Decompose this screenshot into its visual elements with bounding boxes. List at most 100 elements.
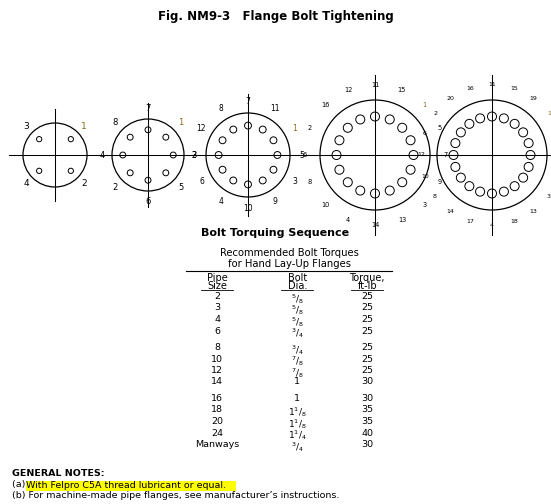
Text: 8: 8: [433, 194, 437, 199]
Text: 12: 12: [211, 366, 223, 375]
Text: 11: 11: [371, 82, 379, 88]
Text: 8: 8: [214, 343, 220, 352]
Text: 9: 9: [272, 197, 277, 206]
Text: 3: 3: [191, 151, 197, 159]
Text: 18: 18: [510, 219, 517, 224]
Text: 7: 7: [246, 97, 251, 106]
Text: 7: 7: [145, 104, 150, 113]
Text: 14: 14: [447, 210, 455, 215]
Text: $1^1/_8$: $1^1/_8$: [288, 417, 306, 431]
Text: 2: 2: [214, 292, 220, 301]
Text: 25: 25: [361, 366, 373, 375]
Text: 1: 1: [178, 118, 183, 127]
Text: 8: 8: [308, 179, 312, 185]
Text: 13: 13: [530, 210, 537, 215]
Text: 2: 2: [81, 179, 87, 188]
Text: 2: 2: [192, 151, 197, 159]
Text: $^7/_8$: $^7/_8$: [291, 366, 304, 380]
Text: 3: 3: [292, 177, 297, 186]
Text: Torque,: Torque,: [349, 273, 385, 283]
Text: ft-lb: ft-lb: [358, 281, 377, 291]
Text: 3: 3: [547, 194, 551, 199]
Text: Size: Size: [207, 281, 227, 291]
Text: 10: 10: [211, 354, 223, 363]
Text: 1: 1: [294, 394, 300, 403]
Text: 3: 3: [23, 121, 29, 131]
Text: 25: 25: [361, 354, 373, 363]
Text: 4: 4: [219, 197, 224, 206]
Text: $^3/_4$: $^3/_4$: [291, 343, 304, 357]
Text: Pipe: Pipe: [207, 273, 228, 283]
Text: 30: 30: [361, 377, 374, 387]
Text: $^5/_8$: $^5/_8$: [291, 303, 304, 318]
Text: 11: 11: [488, 82, 496, 87]
Text: 16: 16: [321, 102, 329, 108]
Text: 4: 4: [214, 315, 220, 324]
Text: 17: 17: [466, 219, 474, 224]
Text: $^3/_4$: $^3/_4$: [291, 327, 304, 340]
Text: 4: 4: [490, 223, 494, 228]
Text: 24: 24: [211, 428, 223, 437]
Text: 3: 3: [423, 202, 427, 208]
Text: 4: 4: [99, 151, 105, 159]
Text: 25: 25: [361, 303, 373, 312]
Text: 20: 20: [447, 96, 455, 100]
Text: $1^1/_4$: $1^1/_4$: [288, 428, 307, 443]
Text: 1: 1: [292, 123, 297, 133]
Text: 12: 12: [418, 153, 425, 157]
Text: 19: 19: [530, 96, 537, 100]
Text: 5: 5: [438, 125, 442, 131]
Text: 1: 1: [423, 102, 427, 108]
Text: Fig. NM9-3   Flange Bolt Tightening: Fig. NM9-3 Flange Bolt Tightening: [158, 10, 393, 23]
Text: $1^1/_8$: $1^1/_8$: [288, 406, 306, 419]
Text: 16: 16: [466, 86, 474, 91]
Text: 2: 2: [308, 125, 312, 131]
Text: $^3/_4$: $^3/_4$: [291, 440, 304, 454]
Text: 25: 25: [361, 327, 373, 336]
Text: Bolt Torquing Sequence: Bolt Torquing Sequence: [202, 228, 349, 238]
Text: 7: 7: [443, 152, 447, 158]
Text: 40: 40: [361, 428, 373, 437]
Text: 25: 25: [361, 343, 373, 352]
Text: $^7/_8$: $^7/_8$: [291, 354, 304, 368]
Text: 6: 6: [145, 197, 150, 206]
Text: 20: 20: [211, 417, 223, 426]
Text: 6: 6: [423, 131, 427, 136]
Text: (b) For machine-made pipe flanges, see manufacturer’s instructions.: (b) For machine-made pipe flanges, see m…: [12, 491, 339, 500]
Text: 10: 10: [243, 204, 253, 213]
Text: 2: 2: [113, 183, 118, 192]
Text: Bolt: Bolt: [288, 273, 307, 283]
Text: 13: 13: [398, 217, 406, 223]
Text: 25: 25: [361, 315, 373, 324]
Text: Manways: Manways: [195, 440, 239, 449]
Text: 12: 12: [344, 87, 352, 93]
Text: 1: 1: [294, 377, 300, 387]
Text: 10: 10: [321, 202, 329, 208]
Text: 15: 15: [398, 87, 406, 93]
Bar: [26, 480, 236, 490]
Text: 10: 10: [421, 174, 429, 179]
Text: 12: 12: [197, 123, 206, 133]
Text: $^5/_8$: $^5/_8$: [291, 315, 304, 329]
Text: 15: 15: [510, 86, 517, 91]
Text: With Felpro C5A thread lubricant or equal.: With Felpro C5A thread lubricant or equa…: [26, 480, 226, 489]
Text: 11: 11: [270, 104, 279, 113]
Text: (a): (a): [12, 480, 28, 489]
Text: 14: 14: [371, 222, 379, 228]
Text: 4: 4: [346, 217, 350, 223]
Text: 6: 6: [199, 177, 204, 186]
Text: 8: 8: [219, 104, 224, 113]
Text: 9: 9: [438, 179, 442, 185]
Text: 30: 30: [361, 440, 374, 449]
Text: 18: 18: [211, 406, 223, 414]
Text: 3: 3: [214, 303, 220, 312]
Text: 6: 6: [214, 327, 220, 336]
Text: Dia.: Dia.: [288, 281, 307, 291]
Text: 14: 14: [211, 377, 223, 387]
Text: Recommended Bolt Torques: Recommended Bolt Torques: [220, 248, 359, 258]
Text: 30: 30: [361, 394, 374, 403]
Text: 6: 6: [302, 152, 307, 158]
Text: 1: 1: [547, 111, 551, 116]
Text: 4: 4: [23, 179, 29, 188]
Text: 2: 2: [433, 111, 437, 116]
